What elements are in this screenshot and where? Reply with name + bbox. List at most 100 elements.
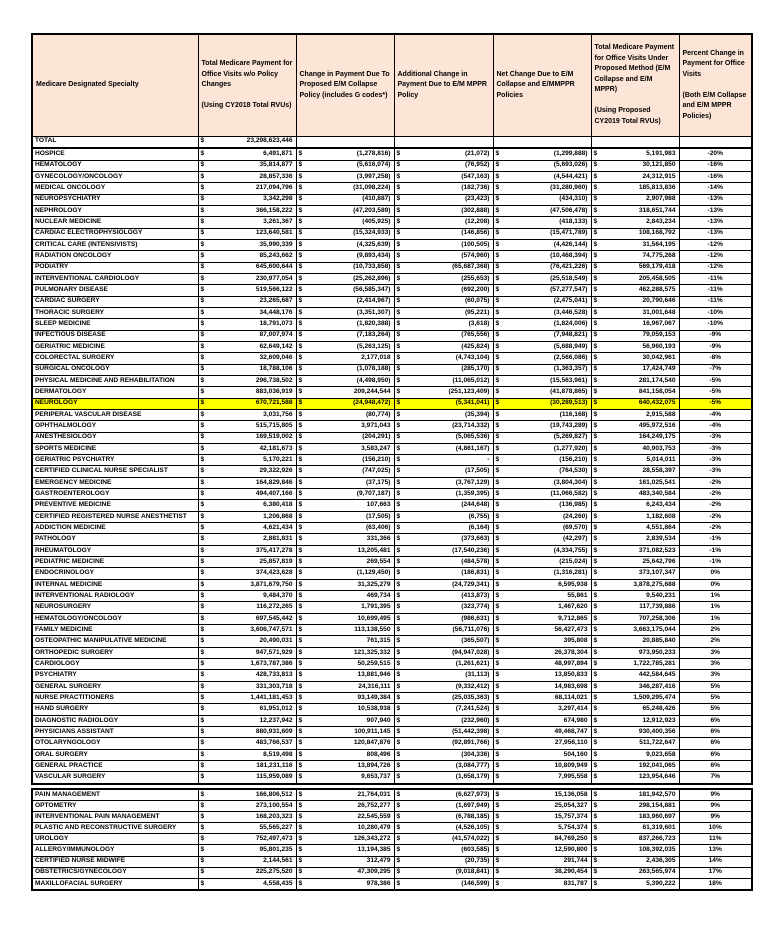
dollar-sign: $ bbox=[495, 320, 500, 328]
amount-value: (1,363,357) bbox=[553, 365, 588, 373]
amount-cell: $123,954,646 bbox=[590, 771, 680, 785]
dollar-sign: $ bbox=[593, 569, 598, 577]
table-row: ORAL SURGERY $8,519,498 $808,496 $ (304,336)… bbox=[31, 748, 753, 762]
amount-value: 34,448,176 bbox=[259, 308, 293, 316]
amount-cell: $166,806,512 bbox=[197, 788, 297, 802]
dollar-sign: $ bbox=[298, 750, 303, 758]
table-row: PLASTIC AND RECONSTRUCTIVE SURGERY $55,56… bbox=[31, 822, 753, 835]
specialty-cell: PERIPERAL VASCULAR DISEASE bbox=[31, 408, 199, 422]
amount-value: (232,960) bbox=[461, 716, 490, 724]
dollar-sign: $ bbox=[396, 603, 401, 611]
amount-value: 164,829,846 bbox=[255, 478, 293, 486]
amount-cell: $ (41,878,865) bbox=[492, 386, 592, 399]
amount-value: (5,269,827) bbox=[553, 433, 588, 441]
amount-value: 181,942,570 bbox=[638, 790, 676, 798]
amount-cell bbox=[393, 135, 494, 150]
amount-cell: $ (5,616,074) bbox=[295, 159, 395, 172]
amount-cell: $ (2,566,086) bbox=[492, 352, 592, 365]
amount-value: (3,351,307) bbox=[356, 308, 391, 316]
dollar-sign: $ bbox=[593, 365, 598, 373]
amount-value: (1,359,395) bbox=[455, 490, 490, 497]
dollar-sign: $ bbox=[396, 184, 401, 192]
amount-value: 10,280,479 bbox=[357, 824, 391, 832]
amount-cell: $10,809,949 bbox=[492, 760, 592, 773]
amount-cell: $312,479 bbox=[295, 855, 395, 868]
amount-value: (4,526,105) bbox=[455, 824, 490, 832]
amount-cell: $79,059,153 bbox=[590, 329, 680, 342]
specialty-cell: VASCULAR SURGERY bbox=[31, 771, 199, 785]
amount-cell: $ (3,804,304) bbox=[492, 476, 592, 490]
amount-value: (100,505) bbox=[461, 240, 490, 248]
dollar-sign: $ bbox=[396, 846, 401, 854]
amount-cell: $32,609,046 bbox=[197, 352, 297, 365]
percent-cell: -11% bbox=[678, 295, 753, 308]
percent-cell: 18% bbox=[678, 877, 753, 891]
amount-value: 4,558,435 bbox=[263, 879, 293, 887]
dollar-sign: $ bbox=[593, 422, 598, 430]
amount-cell: $5,170,221 bbox=[197, 454, 297, 467]
amount-value: (1,078,188) bbox=[356, 365, 391, 373]
amount-cell: $1,722,785,281 bbox=[590, 658, 680, 671]
amount-cell: $930,400,356 bbox=[590, 726, 680, 739]
dollar-sign: $ bbox=[396, 195, 401, 203]
table-row: OPHTHALMOLOGY $515,715,805 $3,971,043 $ (23,… bbox=[31, 420, 753, 433]
table-row: PHYSICAL MEDICINE AND REHABILITATION $296… bbox=[31, 374, 753, 388]
dollar-sign: $ bbox=[495, 727, 500, 735]
amount-value: 35,990,339 bbox=[259, 240, 293, 248]
amount-value: 346,287,416 bbox=[638, 682, 676, 690]
dollar-sign: $ bbox=[396, 773, 401, 781]
dollar-sign: $ bbox=[495, 388, 500, 396]
amount-cell: $84,769,250 bbox=[492, 833, 592, 846]
amount-value: 10,538,938 bbox=[357, 705, 391, 713]
amount-cell: $ (4,743,104) bbox=[393, 352, 494, 365]
table-row: PREVENTIVE MEDICINE $6,380,418 $107,663 $ (2… bbox=[31, 499, 753, 512]
dollar-sign: $ bbox=[298, 308, 303, 316]
dollar-sign: $ bbox=[396, 637, 401, 645]
dollar-sign: $ bbox=[396, 297, 401, 305]
dollar-sign: $ bbox=[495, 659, 500, 667]
amount-cell: $ (7,183,264) bbox=[295, 329, 395, 342]
percent-cell: -13% bbox=[678, 216, 753, 229]
dollar-sign: $ bbox=[396, 422, 401, 430]
amount-value: 108,392,035 bbox=[638, 846, 676, 854]
amount-cell: $12,237,942 bbox=[197, 714, 297, 728]
amount-cell: $ (146,599) bbox=[393, 877, 494, 891]
amount-cell: $ (11,065,012) bbox=[393, 374, 494, 388]
amount-cell: $ (25,518,549) bbox=[492, 272, 592, 286]
table-row: SURGICAL ONCOLOGY $18,788,106 $ (1,078,188)… bbox=[31, 363, 753, 376]
amount-value: (2,475,041) bbox=[553, 297, 588, 305]
amount-value: 6,491,871 bbox=[263, 150, 293, 158]
percent-cell: -11% bbox=[678, 284, 753, 297]
dollar-sign: $ bbox=[298, 195, 303, 203]
dollar-sign: $ bbox=[298, 802, 303, 809]
amount-cell: $13,894,726 bbox=[295, 760, 395, 773]
amount-cell: $ (434,310) bbox=[492, 193, 592, 206]
specialty-cell: OBSTETRICS/GYNECOLOGY bbox=[31, 866, 199, 879]
amount-value: 9,484,370 bbox=[263, 591, 293, 599]
amount-cell: $22,545,559 bbox=[295, 811, 395, 824]
amount-cell: $ (484,578) bbox=[393, 556, 494, 569]
amount-cell: $ (136,985) bbox=[492, 499, 592, 512]
amount-value: 366,158,222 bbox=[255, 206, 293, 214]
amount-value: (23,714,332) bbox=[452, 422, 490, 430]
amount-value: 674,980 bbox=[563, 716, 588, 724]
amount-value: 291,744 bbox=[563, 857, 588, 865]
amount-value: (3,767,129) bbox=[455, 478, 490, 486]
table-row: ENDOCRINOLOGY $374,423,628 $ (1,129,450) $ (1… bbox=[31, 567, 753, 580]
amount-value: 116,272,265 bbox=[256, 603, 293, 611]
percent-cell: -2% bbox=[678, 510, 753, 524]
amount-value: (47,203,589) bbox=[353, 206, 391, 214]
amount-cell: $374,423,628 bbox=[197, 567, 297, 580]
dollar-sign: $ bbox=[495, 625, 500, 633]
dollar-sign: $ bbox=[593, 659, 598, 667]
amount-value: 2,907,988 bbox=[646, 195, 676, 203]
amount-cell: $371,082,523 bbox=[590, 544, 680, 558]
amount-cell: $ (4,334,755) bbox=[492, 544, 592, 558]
table-row: INFECTIOUS DISEASE $87,007,974 $ (7,183,264… bbox=[31, 329, 753, 342]
dollar-sign: $ bbox=[593, 297, 598, 305]
amount-value: (7,183,264) bbox=[356, 331, 391, 339]
specialty-cell: PAIN MANAGEMENT bbox=[31, 788, 199, 802]
amount-cell: $ (603,585) bbox=[393, 844, 494, 857]
dollar-sign: $ bbox=[495, 603, 500, 611]
table-row: NEPHROLOGY $366,158,222 $ (47,203,589) $ (302… bbox=[31, 204, 753, 218]
